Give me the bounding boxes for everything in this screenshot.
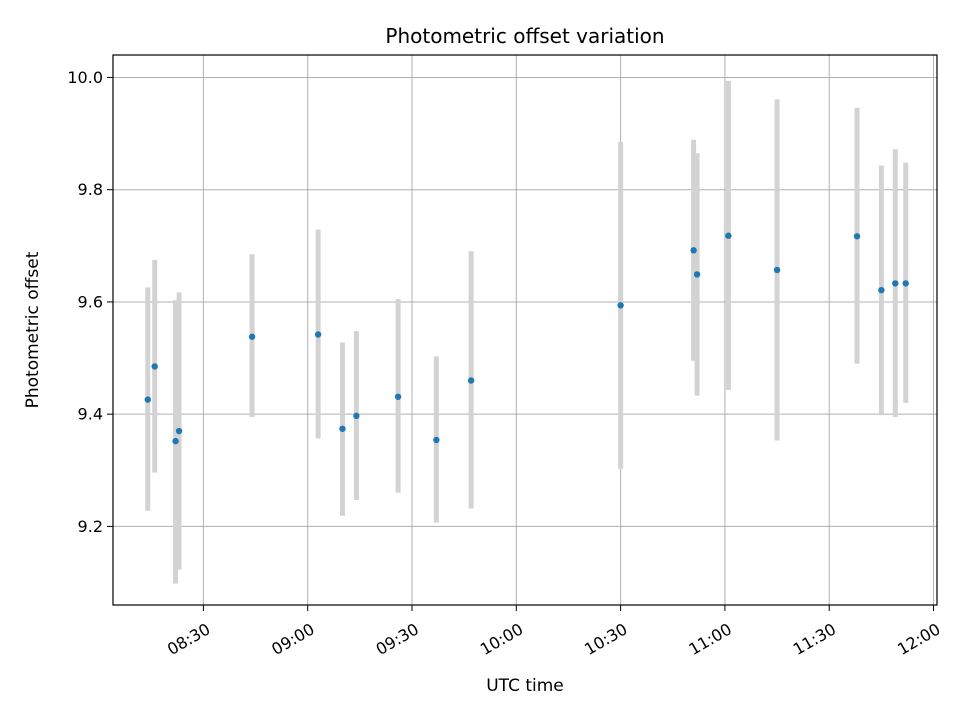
plot-area-frame <box>112 54 938 606</box>
data-point <box>144 396 151 403</box>
data-point <box>902 280 909 287</box>
y-axis-title: Photometric offset <box>23 251 43 408</box>
data-points <box>144 232 909 445</box>
y-tick-label: 9.8 <box>78 180 103 199</box>
data-point <box>467 377 475 384</box>
data-point <box>172 437 179 445</box>
chart-title: Photometric offset variation <box>385 24 664 48</box>
data-point <box>394 393 402 400</box>
data-point <box>878 286 885 294</box>
y-tick-label: 9.4 <box>78 405 103 424</box>
data-point <box>617 302 624 309</box>
y-tick-label: 9.2 <box>78 517 103 536</box>
data-point <box>693 271 701 278</box>
data-point <box>175 427 183 435</box>
data-point <box>248 333 256 340</box>
data-point <box>314 331 322 338</box>
data-point <box>773 266 781 274</box>
x-axis-title: UTC time <box>486 676 564 696</box>
data-point <box>339 425 346 432</box>
data-point <box>151 363 158 370</box>
data-point <box>892 280 899 287</box>
data-point <box>853 233 861 240</box>
data-point <box>353 412 360 420</box>
y-tick-label: 9.6 <box>78 292 103 311</box>
data-point <box>725 232 732 239</box>
data-point <box>433 436 440 444</box>
y-tick-label: 10.0 <box>67 68 103 87</box>
data-point <box>690 247 697 254</box>
